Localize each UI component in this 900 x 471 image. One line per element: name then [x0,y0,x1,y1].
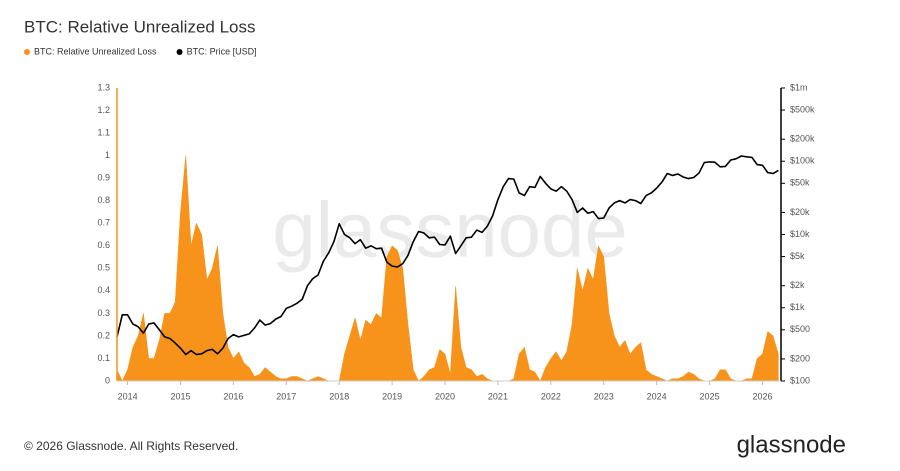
watermark: glassnode [272,186,628,274]
y2-tick-label: $200 [790,353,810,363]
x-tick-label: 2014 [118,391,138,401]
x-tick-label: 2016 [223,391,243,401]
x-tick-label: 2020 [435,391,455,401]
legend-marker [176,49,183,55]
loss-area [116,155,779,382]
y-tick-label: 1.2 [97,105,110,115]
y2-tick-label: $2k [790,280,805,290]
copyright: © 2026 Glassnode. All Rights Reserved. [24,439,238,453]
y2-tick-label: $1k [790,302,805,312]
legend-marker [24,49,30,55]
y-tick-label: 0.2 [97,330,110,340]
x-tick-label: 2022 [541,391,561,401]
y-tick-label: 0.3 [97,308,110,318]
y-tick-label: 0.7 [97,218,110,228]
x-tick-label: 2024 [647,391,667,401]
x-tick-label: 2026 [752,391,772,401]
y-tick-label: 0.8 [97,195,110,205]
y-tick-label: 0.9 [97,173,110,183]
x-tick-label: 2018 [329,391,349,401]
y-tick-label: 0 [105,375,110,385]
price-line [116,155,779,356]
y2-tick-label: $100k [790,156,815,166]
chart-title: BTC: Relative Unrealized Loss [24,17,255,36]
x-tick-label: 2021 [488,391,508,401]
y2-tick-label: $10k [790,229,810,239]
y2-tick-label: $50k [790,178,810,188]
x-tick-label: 2023 [594,391,614,401]
y-tick-label: 0.6 [97,240,110,250]
x-tick-label: 2015 [170,391,190,401]
legend-label: BTC: Price [USD] [187,46,257,56]
y2-tick-label: $1m [790,82,808,92]
x-tick-label: 2025 [700,391,720,401]
y-tick-label: 0.5 [97,263,110,273]
x-tick-label: 2019 [382,391,402,401]
y2-tick-label: $200k [790,134,815,144]
y-tick-label: 1 [105,150,110,160]
y2-tick-label: $500k [790,104,815,114]
logo: glassnode [737,431,846,458]
y2-tick-label: $100 [790,375,810,385]
y-tick-label: 0.4 [97,285,110,295]
y2-tick-label: $500 [790,324,810,334]
y2-tick-label: $5k [790,251,805,261]
legend-label: BTC: Relative Unrealized Loss [34,46,157,56]
y2-tick-label: $20k [790,207,810,217]
y-tick-label: 1.1 [97,127,110,137]
y-tick-label: 0.1 [97,353,110,363]
x-tick-label: 2017 [276,391,296,401]
y-tick-label: 1.3 [97,82,110,92]
